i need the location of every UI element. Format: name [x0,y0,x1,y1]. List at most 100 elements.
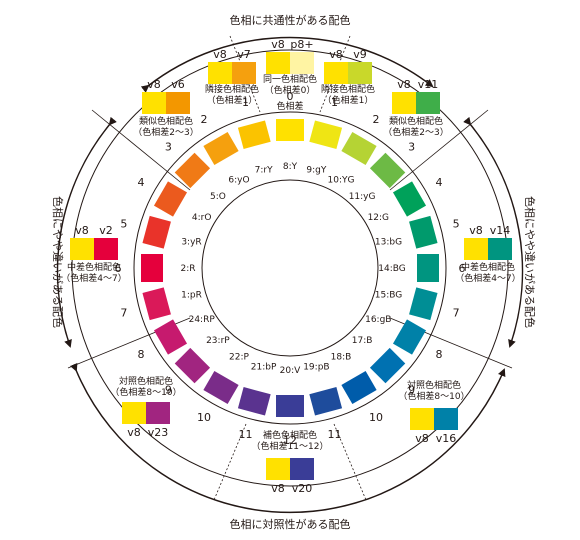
arc-label-top: 色相に共通性がある配色 [230,13,351,27]
combo-comp: v8 v20 補色色相配色（色相差11〜12） [252,429,329,495]
combo-caption: （色相差1） [207,94,258,106]
hue-difference-number: 2 [201,113,208,126]
hue-swatch [141,254,163,282]
combo-caption: 類似色相配色 [139,115,193,127]
hue-swatch [417,254,439,282]
hue-segment: 4 4:rO [138,176,212,223]
hue-code-label: 18:B [331,352,352,362]
combo-adj-right: v8 v9 隣接色相配色（色相差1） [321,48,375,106]
hue-code-label: 8:Y [283,162,298,172]
swatch-code: v8 [329,48,343,61]
hue-swatch [409,215,438,249]
hue-code-label: 23:rP [206,336,230,346]
hue-code-label: 22:P [229,352,249,362]
swatch-code: v9 [353,48,367,61]
combo-swatch [232,62,256,84]
swatch-code: v14 [490,224,511,237]
hue-segment: 11 21:bP [237,363,277,441]
hue-segment: 6 14:BG [378,254,466,282]
swatch-code: v8 [397,78,411,91]
hue-segment: 3 5:O [165,140,226,202]
hue-difference-number: 7 [120,307,127,320]
hue-difference-number: 1 [242,96,249,109]
hue-swatch [369,347,406,384]
hue-difference-number: 9 [408,384,415,397]
hue-swatch [392,181,427,217]
combo-con-left: v8 v23 対照色相配色（色相差8〜10） [110,375,181,439]
swatch-code: v8 [271,482,285,495]
hue-difference-number: 4 [436,176,443,189]
combo-swatch [416,92,440,114]
hue-difference-label: 色相差 [276,100,303,112]
hue-segment: 0 8:Y [276,90,304,172]
combo-caption: 隣接色相配色 [321,83,375,95]
combo-swatch [266,52,290,74]
swatch-code: v23 [148,426,169,439]
hue-segment: 9 17:B [352,336,415,397]
combo-swatch [166,92,190,114]
hue-swatch [237,120,271,149]
combo-swatch [348,62,372,84]
hue-segment: 1 7:rY [237,96,273,176]
swatch-code: v8 [469,224,483,237]
combo-sim-right: v8 v11 類似色相配色（色相差2〜3） [383,78,448,138]
combo-swatch [208,62,232,84]
hue-difference-number: 3 [408,140,415,153]
combo-swatch [70,238,94,260]
swatch-code: v11 [418,78,439,91]
combo-swatch [434,408,458,430]
hue-swatch [203,131,239,166]
combo-caption: 補色色相配色 [263,429,317,441]
hue-difference-number: 6 [459,262,466,275]
hue-swatch [409,287,438,321]
swatch-code: v20 [292,482,313,495]
combo-caption: （色相差0） [265,84,316,96]
hue-swatch [309,120,343,149]
combo-mid-right: v8 v14 中差色相配色（色相差4〜7） [455,224,520,284]
combo-con-right: v8 v16 対照色相配色（色相差8〜10） [398,379,469,445]
hue-difference-number: 3 [165,140,172,153]
hue-difference-number: 9 [165,384,172,397]
hue-code-label: 21:bP [251,363,277,373]
hue-difference-number: 8 [138,348,145,361]
combo-caption: 同一色相配色 [263,73,317,85]
combo-caption: 対照色相配色 [119,375,173,387]
arrow-top [140,36,434,93]
hue-code-label: 13:bG [375,238,402,248]
swatch-code: v16 [436,432,457,445]
combo-caption: （色相差8〜10） [110,386,181,398]
combo-swatch [488,238,512,260]
hue-difference-number: 10 [197,411,211,424]
hue-swatch [309,387,343,416]
hue-swatch [276,119,304,141]
arrow-left [56,116,117,348]
hue-code-label: 15:BG [375,290,403,300]
swatch-code: v8 [127,426,141,439]
combo-caption: 中差色相配色 [461,261,515,273]
hue-segment: 10 22:P [197,352,250,424]
arc-label-right: 色相にやや違いがある配色 [523,196,537,328]
hue-difference-number: 8 [436,348,443,361]
combo-caption: 隣接色相配色 [205,83,259,95]
combo-swatch [146,402,170,424]
hue-swatch [369,152,406,189]
hue-difference-number: 7 [453,307,460,320]
combo-swatch [392,92,416,114]
hue-segment: 8 24:RP [138,315,216,361]
arrow-bottom [69,362,506,514]
hue-difference-number: 5 [453,218,460,231]
combo-caption: 類似色相配色 [389,115,443,127]
swatch-code: v8 [415,432,429,445]
combo-swatch [290,458,314,480]
arrow-right [463,116,524,348]
arc-label-bottom: 色相に対照性がある配色 [230,517,351,531]
hue-code-label: 1:pR [181,290,202,300]
hue-code-label: 10:YG [328,176,355,186]
hue-swatch [142,287,171,321]
hue-swatch [153,319,188,355]
combo-swatch [410,408,434,430]
hue-code-label: 9:gY [306,166,326,176]
hue-segment: 11 19:pB [303,363,343,441]
inner-ring [133,111,447,425]
